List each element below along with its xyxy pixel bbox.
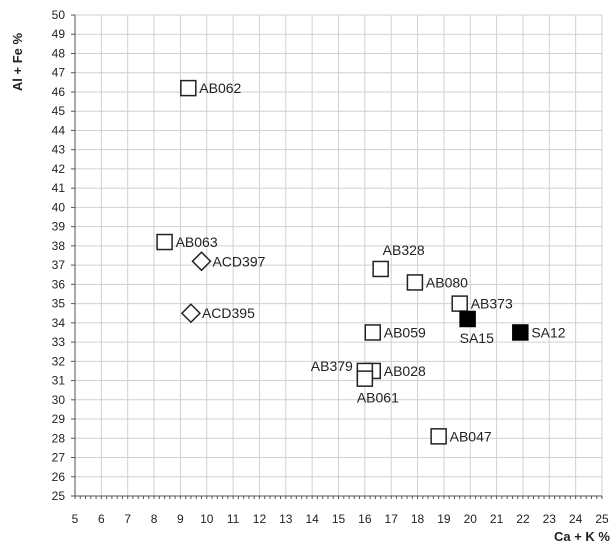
y-tick-label: 42 (52, 162, 66, 176)
x-tick-label: 19 (437, 512, 451, 526)
y-tick-label: 25 (52, 489, 66, 503)
x-tick-label: 8 (151, 512, 158, 526)
x-tick-label: 22 (516, 512, 530, 526)
x-tick-label: 13 (279, 512, 293, 526)
point-marker-ab047 (430, 428, 447, 445)
x-axis-title: Ca + K % (554, 529, 610, 544)
point-marker-acd395 (180, 303, 202, 324)
point-label-acd395: ACD395 (202, 305, 255, 321)
ticks-layer: 5 6 7 8 9 10 11 12 13 14 15 16 17 18 19 20 21 22 23 24 25 25 2… (52, 8, 609, 526)
point-label-ab379: AB379 (311, 358, 353, 374)
x-tick-label: 16 (358, 512, 372, 526)
point-marker-ab080 (406, 274, 424, 291)
x-tick-label: 7 (124, 512, 131, 526)
point-label-ab047: AB047 (450, 428, 492, 444)
point-marker-sa12 (512, 324, 529, 341)
y-tick-label: 46 (52, 85, 66, 99)
x-tick-label: 10 (200, 512, 214, 526)
y-tick-label: 45 (52, 104, 66, 118)
point-label-sa15: SA15 (460, 330, 494, 346)
x-tick-label: 20 (464, 512, 478, 526)
x-tick-label: 24 (569, 512, 583, 526)
points-layer (156, 79, 529, 445)
point-marker-ab373 (451, 295, 468, 312)
x-tick-label: 6 (98, 512, 105, 526)
y-tick-label: 43 (52, 143, 66, 157)
point-marker-ab062 (180, 79, 197, 97)
point-label-ab080: AB080 (426, 274, 468, 290)
y-tick-label: 34 (52, 316, 66, 330)
y-tick-label: 29 (52, 412, 66, 426)
point-label-ab028: AB028 (384, 363, 426, 379)
x-tick-label: 9 (177, 512, 184, 526)
y-tick-label: 36 (52, 277, 66, 291)
y-tick-label: 28 (52, 431, 66, 445)
point-label-ab063: AB063 (176, 234, 218, 250)
grid-layer (74, 14, 603, 497)
y-tick-label: 26 (52, 470, 66, 484)
y-axis-title: Al + Fe % (10, 32, 25, 91)
point-marker-ab328 (372, 260, 389, 278)
point-label-ab059: AB059 (384, 324, 426, 340)
y-tick-label: 38 (52, 239, 66, 253)
y-tick-label: 32 (52, 354, 66, 368)
y-tick-label: 35 (52, 297, 66, 311)
point-label-ab328: AB328 (383, 242, 425, 258)
x-tick-label: 14 (305, 512, 319, 526)
x-tick-label: 17 (385, 512, 399, 526)
y-tick-label: 39 (52, 220, 66, 234)
point-label-ab062: AB062 (199, 80, 241, 96)
y-tick-label: 31 (52, 374, 66, 388)
y-tick-label: 47 (52, 66, 66, 80)
x-tick-label: 21 (490, 512, 504, 526)
y-tick-label: 33 (52, 335, 66, 349)
point-label-sa12: SA12 (531, 324, 565, 340)
x-tick-label: 5 (72, 512, 79, 526)
y-tick-label: 50 (52, 8, 66, 22)
x-tick-label: 12 (253, 512, 267, 526)
x-tick-label: 25 (595, 512, 609, 526)
point-label-acd397: ACD397 (212, 253, 265, 269)
y-tick-label: 30 (52, 393, 66, 407)
point-marker-ab059 (364, 324, 382, 341)
x-tick-label: 23 (543, 512, 557, 526)
point-label-ab061: AB061 (357, 390, 399, 406)
point-marker-sa15 (459, 310, 476, 328)
axes-layer (71, 14, 603, 499)
x-tick-label: 15 (332, 512, 346, 526)
x-tick-label: 11 (227, 512, 240, 526)
y-tick-label: 27 (52, 451, 66, 465)
point-label-ab373: AB373 (471, 296, 513, 312)
y-tick-label: 37 (52, 258, 66, 272)
point-marker-acd397 (191, 251, 212, 272)
point-marker-ab063 (156, 233, 173, 251)
y-tick-label: 41 (52, 181, 66, 195)
x-tick-label: 18 (411, 512, 425, 526)
y-tick-label: 49 (52, 27, 66, 41)
y-tick-label: 48 (52, 46, 66, 60)
y-tick-label: 44 (52, 123, 66, 137)
point-marker-ab061 (356, 370, 374, 387)
y-tick-label: 40 (52, 200, 66, 214)
